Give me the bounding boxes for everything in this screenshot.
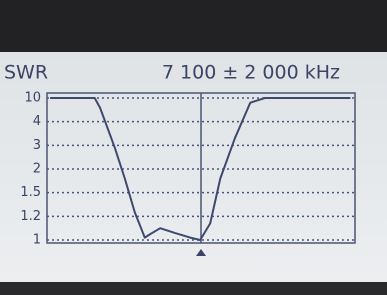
- y-tick-label: 2: [33, 162, 41, 177]
- bezel-bottom: [0, 282, 387, 295]
- chart-subtitle: 7 100 ± 2 000 kHz: [162, 62, 340, 84]
- y-tick-label: 4: [33, 114, 41, 129]
- y-tick-label: 10: [24, 91, 41, 106]
- bezel-top: [0, 0, 387, 52]
- analyzer-screen: SWR 7 100 ± 2 000 kHz 1 1.2 1.5 2 3 4 10: [0, 0, 387, 295]
- y-tick-label: 1.5: [20, 185, 41, 200]
- page: {"chart_data": {"type": "line", "title":…: [0, 0, 387, 295]
- y-tick-label: 3: [33, 138, 41, 153]
- y-tick-label: 1.2: [20, 209, 41, 224]
- lcd: [0, 52, 387, 282]
- y-tick-label: 1: [33, 233, 41, 248]
- chart-title: SWR: [4, 62, 48, 84]
